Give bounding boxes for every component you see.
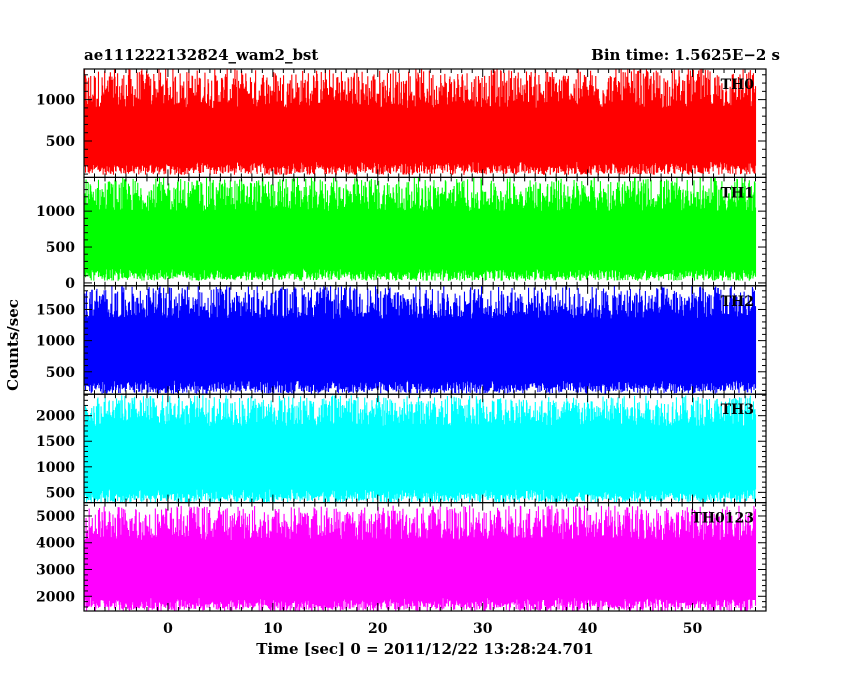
y-tick-label: 2000 bbox=[36, 409, 75, 425]
x-tick-label: 0 bbox=[163, 621, 173, 637]
y-tick-label: 3000 bbox=[36, 563, 75, 579]
panels-group: TH05001000TH105001000TH250010001500TH350… bbox=[36, 68, 767, 637]
series-label-th0: TH0 bbox=[721, 77, 755, 93]
x-tick-label: 10 bbox=[263, 621, 283, 637]
chart-title-left: ae111222132824_wam2_bst bbox=[84, 46, 318, 64]
y-tick-label: 1000 bbox=[36, 460, 75, 476]
panel-frame-th0123 bbox=[83, 502, 767, 612]
y-tick-label: 2000 bbox=[36, 589, 75, 605]
y-tick-label: 500 bbox=[46, 365, 75, 381]
series-label-th2: TH2 bbox=[721, 294, 754, 310]
x-tick-label: 40 bbox=[578, 621, 598, 637]
series-label-th0123: TH0123 bbox=[691, 511, 754, 527]
y-tick-label: 1000 bbox=[36, 204, 75, 220]
y-tick-label: 0 bbox=[65, 276, 75, 292]
y-tick-label: 4000 bbox=[36, 536, 75, 552]
chart-title-right: Bin time: 1.5625E−2 s bbox=[591, 46, 780, 64]
x-axis-label: Time [sec] 0 = 2011/12/22 13:28:24.701 bbox=[256, 640, 593, 658]
series-label-th1: TH1 bbox=[721, 185, 754, 201]
series-label-th3: TH3 bbox=[721, 402, 754, 418]
y-tick-label: 1000 bbox=[36, 334, 75, 350]
x-tick-label: 50 bbox=[683, 621, 703, 637]
y-tick-label: 1500 bbox=[36, 302, 75, 318]
y-axis-label: Counts/sec bbox=[4, 299, 22, 391]
y-tick-label: 1000 bbox=[36, 93, 75, 109]
x-tick-label: 30 bbox=[473, 621, 493, 637]
y-tick-label: 500 bbox=[46, 485, 75, 501]
series-line-th2 bbox=[84, 285, 757, 394]
y-tick-label: 5000 bbox=[36, 509, 75, 525]
series-line-th0123 bbox=[84, 505, 757, 611]
x-tick-label: 20 bbox=[368, 621, 388, 637]
series-line-th1 bbox=[84, 177, 757, 281]
y-tick-label: 500 bbox=[46, 240, 75, 256]
series-line-th3 bbox=[84, 395, 757, 503]
series-line-th0 bbox=[84, 69, 757, 175]
y-tick-label: 500 bbox=[46, 134, 75, 150]
y-tick-label: 1500 bbox=[36, 434, 75, 450]
